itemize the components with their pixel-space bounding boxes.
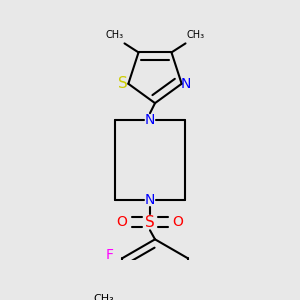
Text: O: O [116, 215, 128, 229]
Text: O: O [172, 215, 184, 229]
Text: CH₃: CH₃ [187, 30, 205, 40]
Text: N: N [145, 113, 155, 127]
Text: S: S [145, 215, 155, 230]
Text: CH₃: CH₃ [94, 294, 114, 300]
Text: CH₃: CH₃ [105, 30, 124, 40]
Text: F: F [106, 248, 114, 262]
Text: N: N [145, 193, 155, 207]
Text: N: N [181, 77, 191, 91]
Text: S: S [118, 76, 128, 91]
